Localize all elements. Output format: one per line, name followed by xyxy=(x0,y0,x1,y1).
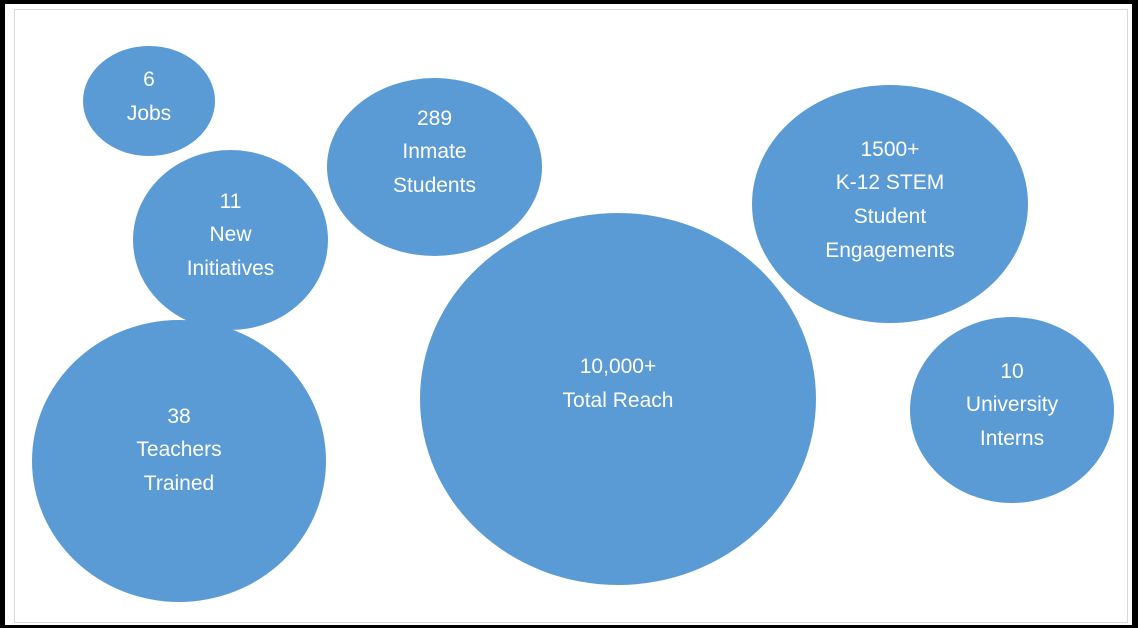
bubble-total-reach-label: Total Reach xyxy=(562,389,674,412)
bubble-teachers-trained: 38 Teachers Trained xyxy=(32,320,326,602)
bubble-stem-engagements: 1500+ K-12 STEM Student Engagements xyxy=(752,85,1028,323)
bubble-total-reach-value: 10,000+ xyxy=(579,355,657,379)
bubble-new-initiatives-value: 11 xyxy=(219,189,242,213)
bubble-jobs: 6 Jobs xyxy=(83,46,215,156)
bubble-new-initiatives-label-line1: New xyxy=(209,223,252,247)
bubble-inmate-students: 289 Inmate Students xyxy=(327,78,542,256)
bubble-teachers-trained-value: 38 xyxy=(167,404,191,428)
bubble-university-interns-label-line1: University xyxy=(965,393,1059,417)
bubble-inmate-students-label-line1: Inmate xyxy=(402,140,467,164)
bubble-new-initiatives: 11 New Initiatives xyxy=(133,150,328,330)
bubble-stem-engagements-label-line2: Student xyxy=(853,205,927,228)
bubble-teachers-trained-label-line2: Trained xyxy=(143,471,215,495)
bubble-inmate-students-value: 289 xyxy=(416,106,453,130)
bubble-inmate-students-label-line2: Students xyxy=(393,173,476,197)
bubble-university-interns-label-line2: Interns xyxy=(979,426,1045,450)
bubble-jobs-value: 6 xyxy=(143,68,155,92)
bubble-stem-engagements-value: 1500+ xyxy=(860,137,920,161)
bubble-stem-engagements-label-line3: Engagements xyxy=(825,238,955,262)
bubble-total-reach: 10,000+ Total Reach xyxy=(420,213,816,585)
diagram-canvas xyxy=(14,9,1128,623)
bubble-jobs-label: Jobs xyxy=(126,102,172,125)
bubble-new-initiatives-label-line2: Initiatives xyxy=(186,256,275,280)
bubble-university-interns-value: 10 xyxy=(1000,359,1024,383)
bubble-university-interns: 10 University Interns xyxy=(910,317,1114,503)
bubble-teachers-trained-label-line1: Teachers xyxy=(136,438,222,462)
bubble-stem-engagements-label-line1: K-12 STEM xyxy=(835,171,945,195)
